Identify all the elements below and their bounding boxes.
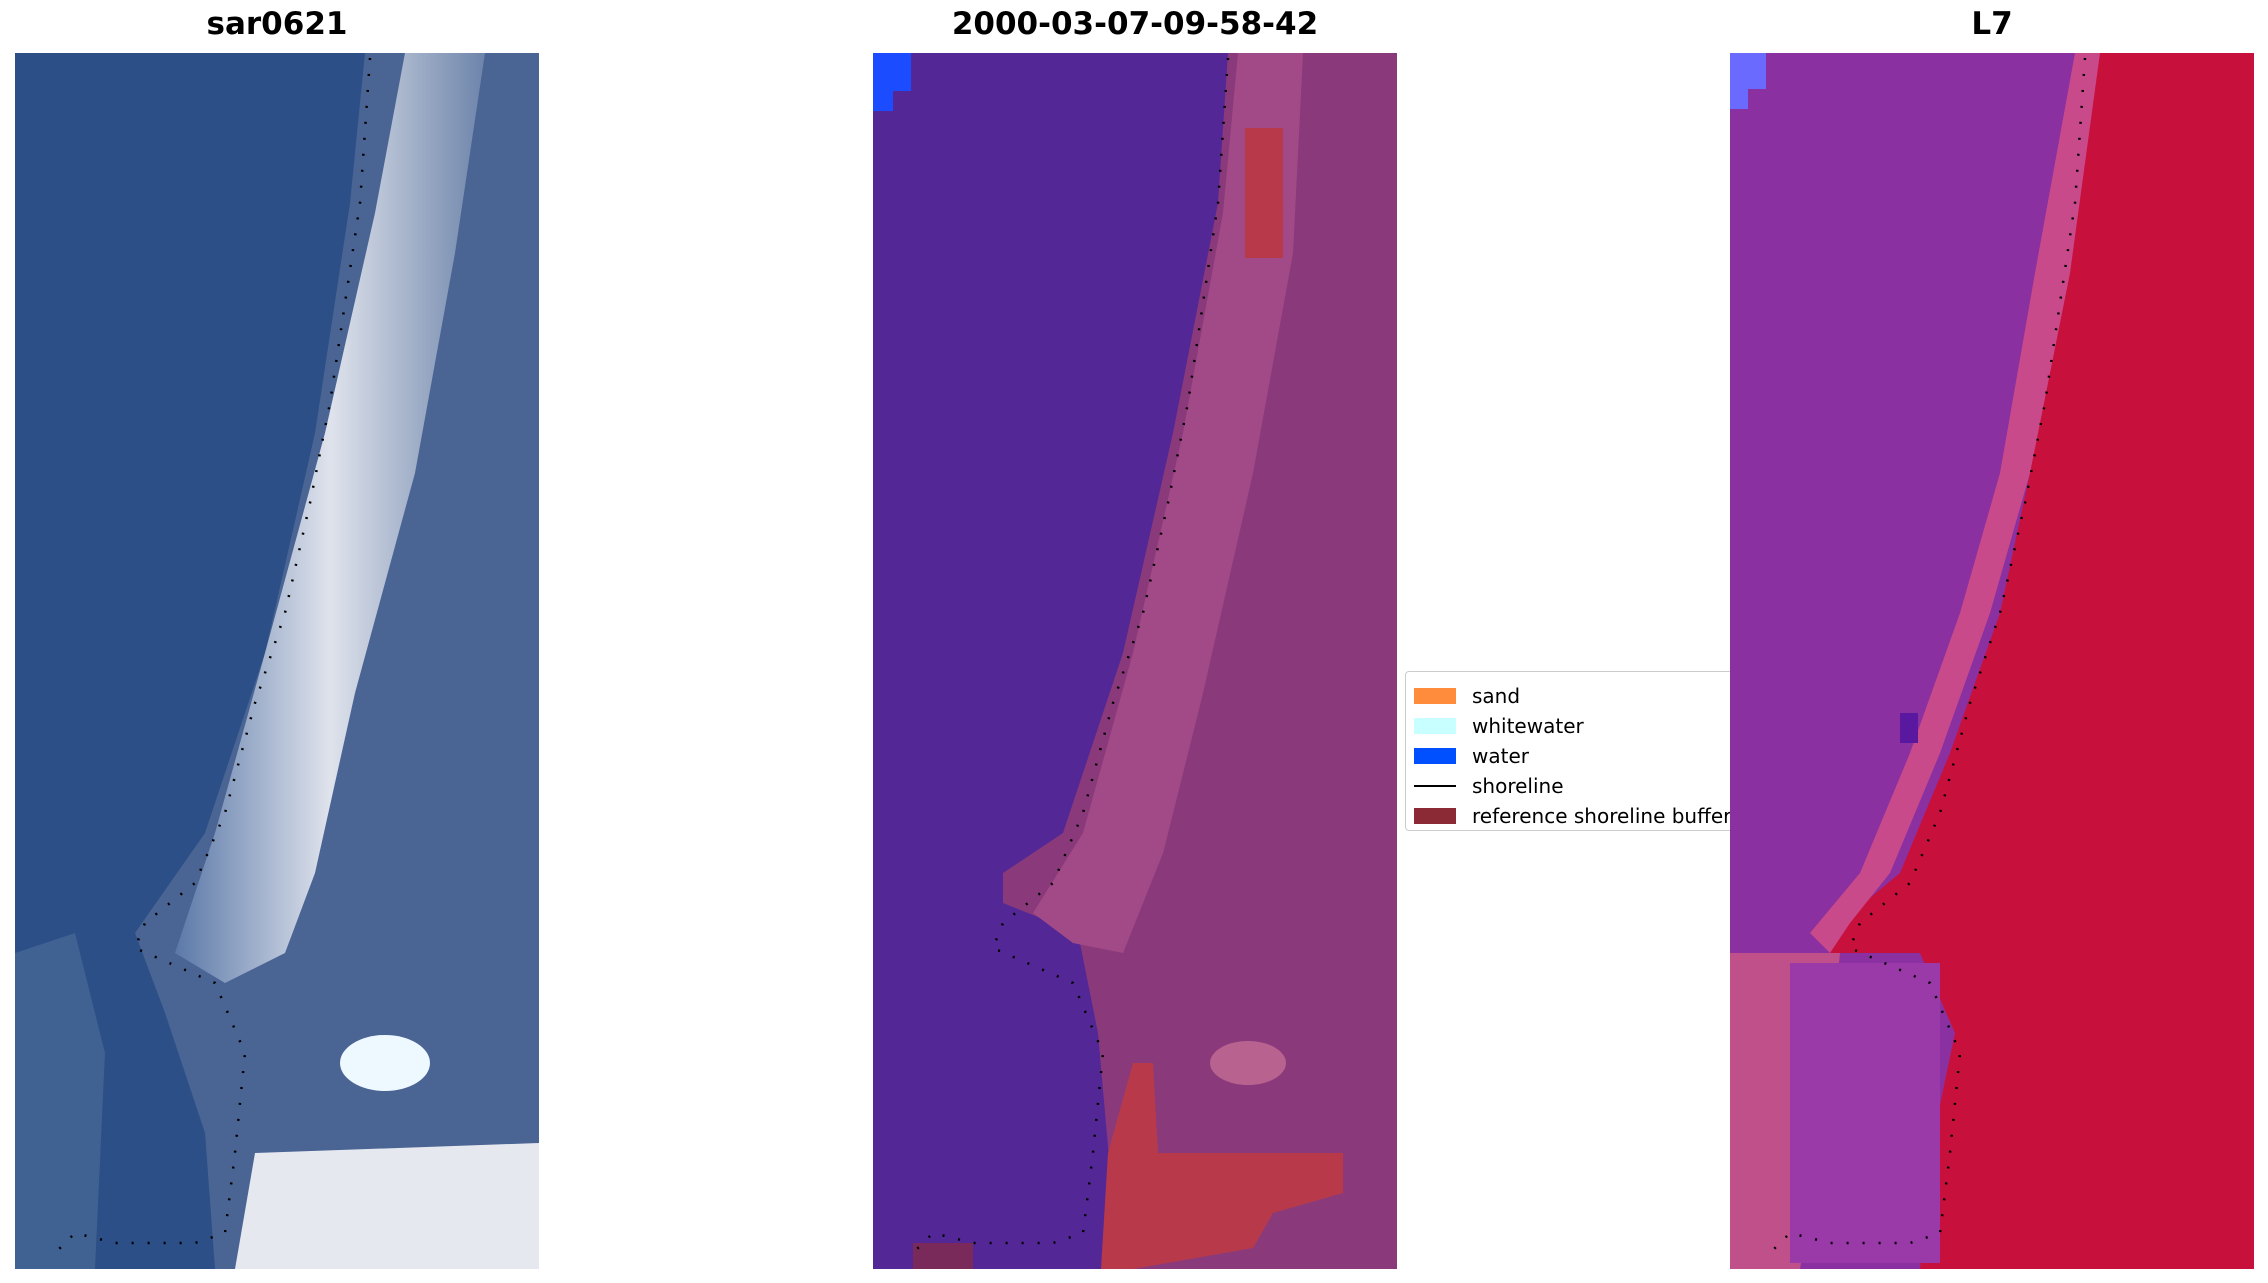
ndwi-image-panel [1730,53,2254,1269]
rgb-image [15,53,539,1269]
ndwi-image [1730,53,2254,1269]
legend-item-water: water [1414,741,1529,771]
water-corner [873,53,911,91]
beach-strip [175,53,485,983]
panel-title-classified: 2000-03-07-09-58-42 [951,6,1319,42]
water-corner-2 [873,91,893,111]
legend-item-shoreline: shoreline [1414,771,1564,801]
buffer-region-south [1101,1063,1343,1269]
legend-label: water [1472,744,1529,768]
legend-item-buffer: reference shoreline buffer [1414,801,1732,830]
bright-patch [340,1035,430,1091]
panel-title-rgb: sar0621 [206,6,348,42]
legend-label: whitewater [1472,714,1584,738]
south-lagoon [15,933,105,1269]
legend-label: sand [1472,684,1521,708]
legend-item-whitewater: whitewater [1414,711,1584,741]
ndwi-transition [1810,53,2100,953]
rgb-image-panel [15,53,539,1269]
ndwi-dark-spot [1900,713,1918,743]
ndwi-corner [1730,53,1766,89]
sand-swatch [1414,688,1456,704]
shoreline-swatch [1414,785,1456,787]
legend-label: reference shoreline buffer [1472,804,1732,828]
beach-patch [1210,1041,1286,1085]
whitewater-swatch [1414,718,1456,734]
ndwi-lagoon [1790,963,1940,1263]
legend: sand whitewater water shoreline referenc… [1405,671,1747,831]
buffer-region-north [1245,128,1283,258]
panel-title-ndwi: L7 [1971,6,2013,42]
water-swatch [1414,748,1456,764]
classified-image [873,53,1397,1269]
buffer-edge [913,1243,973,1269]
legend-item-sand: sand [1414,681,1520,711]
classified-image-panel [873,53,1397,1269]
beach-south [235,1143,539,1269]
buffer-swatch [1414,808,1456,824]
ndwi-corner-2 [1730,89,1748,109]
legend-label: shoreline [1472,774,1564,798]
